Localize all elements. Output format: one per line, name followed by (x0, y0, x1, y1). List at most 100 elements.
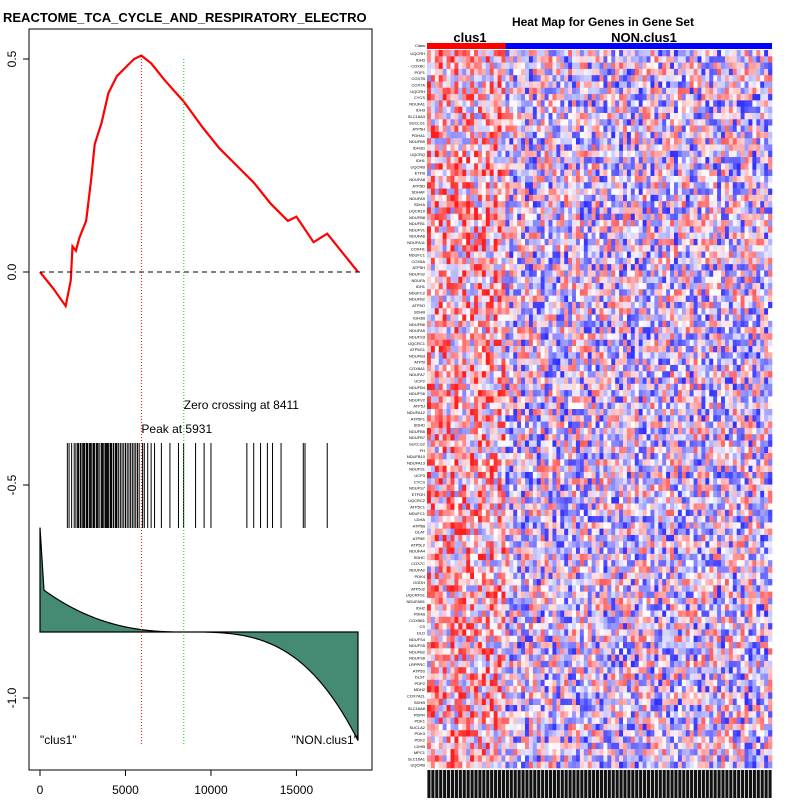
heatmap-cell (572, 214, 576, 221)
heatmap-cell (694, 327, 698, 334)
heatmap-cell (588, 384, 592, 391)
heatmap-cell (588, 144, 592, 151)
heatmap-cell (705, 195, 709, 202)
heatmap-cell (690, 100, 694, 107)
heatmap-cell (564, 157, 568, 164)
heatmap-cell (686, 289, 690, 296)
heatmap-cell (505, 302, 509, 309)
heatmap-cell (690, 88, 694, 95)
heatmap-cell (494, 233, 498, 240)
heatmap-cell (631, 315, 635, 322)
heatmap-cell (517, 264, 521, 271)
heatmap-cell (482, 107, 486, 114)
heatmap-cell (654, 283, 658, 290)
heatmap-cell (654, 144, 658, 151)
heatmap-cell (435, 88, 439, 95)
heatmap-cell (470, 384, 474, 391)
heatmap-cell (439, 69, 443, 76)
heatmap-cell (474, 126, 478, 133)
heatmap-cell (764, 384, 768, 391)
heatmap-cell (768, 371, 772, 378)
heatmap-cell (435, 113, 439, 120)
heatmap-cell (537, 283, 541, 290)
heatmap-cell (466, 233, 470, 240)
heatmap-cell (505, 384, 509, 391)
heatmap-cell (666, 352, 670, 359)
heatmap-cell (768, 151, 772, 158)
heatmap-cell (748, 132, 752, 139)
heatmap-cell (435, 233, 439, 240)
heatmap-cell (662, 176, 666, 183)
plot-title: REACTOME_TCA_CYCLE_AND_RESPIRATORY_ELECT… (3, 10, 367, 25)
heatmap-cell (607, 163, 611, 170)
heatmap-cell (607, 207, 611, 214)
heatmap-cell (733, 100, 737, 107)
heatmap-cell (662, 226, 666, 233)
heatmap-cell (435, 384, 439, 391)
heatmap-cell (713, 252, 717, 259)
heatmap-cell (431, 270, 435, 277)
heatmap-cell (588, 346, 592, 353)
heatmap-cell (717, 220, 721, 227)
heatmap-cell (611, 359, 615, 366)
heatmap-cell (439, 75, 443, 82)
heatmap-cell (490, 50, 494, 57)
heatmap-cell (623, 126, 627, 133)
heatmap-cell (490, 315, 494, 322)
heatmap-cell (466, 100, 470, 107)
heatmap-cell (603, 100, 607, 107)
heatmap-cell (725, 245, 729, 252)
heatmap-cell (596, 333, 600, 340)
heatmap-cell (568, 189, 572, 196)
heatmap-cell (545, 296, 549, 303)
heatmap-cell (631, 182, 635, 189)
heatmap-cell (545, 207, 549, 214)
heatmap-cell (435, 195, 439, 202)
heatmap-cell (725, 365, 729, 372)
heatmap-cell (627, 308, 631, 315)
heatmap-cell (717, 56, 721, 63)
heatmap-cell (501, 189, 505, 196)
heatmap-cell (435, 327, 439, 334)
heatmap-cell (694, 252, 698, 259)
heatmap-cell (666, 182, 670, 189)
heatmap-cell (596, 201, 600, 208)
heatmap-cell (768, 50, 772, 57)
heatmap-cell (721, 346, 725, 353)
heatmap-cell (568, 277, 572, 284)
heatmap-cell (666, 315, 670, 322)
heatmap-cell (580, 119, 584, 126)
heatmap-cell (541, 340, 545, 347)
heatmap-cell (611, 252, 615, 259)
heatmap-cell (752, 182, 756, 189)
heatmap-cell (674, 390, 678, 397)
heatmap-cell (686, 252, 690, 259)
heatmap-cell (678, 75, 682, 82)
heatmap-cell (478, 201, 482, 208)
heatmap-cell (588, 277, 592, 284)
heatmap-cell (482, 359, 486, 366)
heatmap-cell (615, 132, 619, 139)
heatmap-cell (556, 113, 560, 120)
heatmap-cell (631, 340, 635, 347)
heatmap-cell (427, 63, 431, 70)
heatmap-cell (584, 371, 588, 378)
heatmap-cell (443, 390, 447, 397)
heatmap-cell (650, 239, 654, 246)
heatmap-cell (694, 384, 698, 391)
heatmap-cell (631, 239, 635, 246)
heatmap-cell (709, 207, 713, 214)
heatmap-cell (537, 252, 541, 259)
heatmap-cell (698, 138, 702, 145)
heatmap-cell (533, 189, 537, 196)
heatmap-cell (654, 182, 658, 189)
heatmap-cell (615, 233, 619, 240)
heatmap-cell (517, 113, 521, 120)
heatmap-cell (717, 270, 721, 277)
heatmap-cell (584, 378, 588, 385)
heatmap-cell (666, 81, 670, 88)
heatmap-cell (678, 315, 682, 322)
heatmap-cell (674, 264, 678, 271)
heatmap-cell (658, 100, 662, 107)
heatmap-cell (768, 144, 772, 151)
